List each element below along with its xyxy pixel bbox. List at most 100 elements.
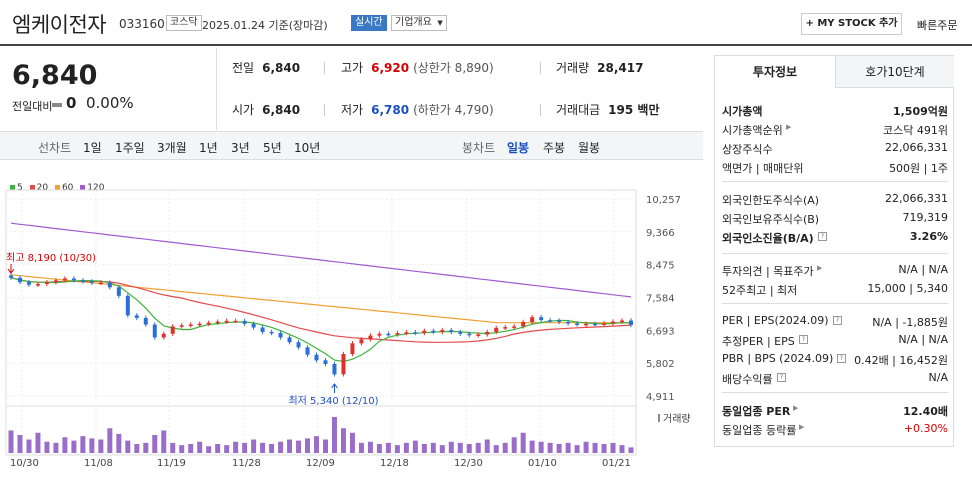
info-row-label: 추정PER | EPS <box>722 335 795 348</box>
candle-body <box>440 330 445 332</box>
candle-body <box>341 354 346 375</box>
volume-bar <box>574 445 580 453</box>
period-daily[interactable]: 일봉 <box>507 141 530 155</box>
info-row-value: N/A | N/A <box>898 333 948 346</box>
candle-body <box>404 332 409 334</box>
info-row-value: 719,319 <box>902 211 949 224</box>
divider <box>540 104 541 116</box>
volume-bar <box>475 442 481 453</box>
period-3y[interactable]: 3년 <box>231 141 250 155</box>
candle-body <box>80 280 85 282</box>
candle-body <box>476 334 481 336</box>
candle-body <box>188 324 193 327</box>
volume-bar <box>367 441 373 453</box>
volume-bar <box>53 442 59 453</box>
x-tick-label: 01/10 <box>528 458 557 469</box>
candle-body <box>89 281 94 283</box>
info-row-label: 외국인한도주식수(A) <box>722 194 820 207</box>
candle-body <box>251 323 256 328</box>
volume-bar <box>269 444 275 453</box>
upper-limit: (상한가 8,890) <box>413 61 494 75</box>
candle-body <box>161 333 166 338</box>
tab-investment-info[interactable]: 투자정보 <box>715 56 835 88</box>
volume-label: 거래량 <box>556 61 590 75</box>
high-label: 고가 <box>341 61 364 75</box>
volume-bar <box>547 442 553 453</box>
low-value: 6,780 <box>371 103 410 117</box>
arrow-down-icon <box>7 264 15 274</box>
period-weekly[interactable]: 주봉 <box>543 141 566 155</box>
price-chart[interactable]: 10,257 9,366 8,475 7,584 6,693 5,802 4,911 10/3… <box>0 178 703 481</box>
current-price: 6,840 <box>12 60 98 91</box>
ma5-label: 5 <box>17 183 23 193</box>
help-icon[interactable]: ? <box>818 232 827 241</box>
info-row-value: 코스닥 491위 <box>883 124 948 137</box>
info-row-value: 3.26% <box>909 230 948 243</box>
period-3m[interactable]: 3개월 <box>157 141 187 155</box>
open-value: 6,840 <box>262 103 301 117</box>
volume-bar <box>601 444 607 453</box>
candle-body <box>134 315 139 318</box>
candle-body <box>305 347 310 355</box>
candle-body <box>431 330 436 333</box>
info-row: 액면가 | 매매단위 500원 | 1주 <box>722 158 948 176</box>
help-icon[interactable]: ? <box>777 373 786 382</box>
divider <box>722 303 948 304</box>
candle-body <box>377 333 382 336</box>
arrow-up-icon <box>331 383 338 393</box>
help-icon[interactable]: ? <box>837 354 846 363</box>
candle-body <box>503 327 508 329</box>
info-row: 투자의견 | 목표주가 ▶ N/A | N/A <box>722 261 948 279</box>
volume-bar <box>17 435 23 453</box>
candle-body <box>125 295 130 316</box>
volume-bar <box>556 444 562 453</box>
period-1w[interactable]: 1주일 <box>115 141 145 155</box>
candle-body <box>224 320 229 323</box>
info-row-label: 배당수익률 <box>722 373 773 386</box>
y-tick-label: 9,366 <box>646 228 675 239</box>
divider <box>324 104 325 116</box>
volume-bar <box>251 439 257 453</box>
info-row-label[interactable]: 동일업종 PER <box>722 405 791 418</box>
period-1d[interactable]: 1일 <box>83 141 102 155</box>
realtime-button[interactable]: 실시간 <box>351 15 387 31</box>
info-row-label[interactable]: 시가총액순위 <box>722 124 783 137</box>
info-row-label: 외국인소진율(B/A) <box>722 232 814 245</box>
company-info-label: 기업개요 <box>395 17 432 28</box>
volume-bar <box>502 442 508 453</box>
candle-body <box>350 343 355 355</box>
company-info-dropdown[interactable]: 기업개요 ▼ <box>391 15 447 31</box>
chart-frame <box>5 189 637 456</box>
high-value: 6,920 <box>371 61 410 75</box>
volume-bar <box>619 445 625 453</box>
quick-order-link[interactable]: 빠른주문 <box>917 19 958 32</box>
change-percent: 0.00% <box>86 94 134 112</box>
volume-bar <box>44 441 50 453</box>
info-row-label[interactable]: 동일업종 등락률 <box>722 424 797 437</box>
my-stock-add-button[interactable]: + MY STOCK 추가 <box>801 13 902 35</box>
chevron-right-icon: ▶ <box>786 123 792 131</box>
help-icon[interactable]: ? <box>833 316 842 325</box>
candle-body <box>143 317 148 325</box>
volume-bar <box>215 444 221 453</box>
help-icon[interactable]: ? <box>799 335 808 344</box>
divider <box>722 392 948 393</box>
period-monthly[interactable]: 월봉 <box>578 141 601 155</box>
candle-body <box>242 320 247 324</box>
tab-orderbook[interactable]: 호가10단계 <box>835 56 954 88</box>
period-5y[interactable]: 5년 <box>263 141 282 155</box>
candle-body <box>215 321 220 324</box>
info-row-value: N/A | -1,885원 <box>872 316 948 329</box>
x-tick-label: 01/21 <box>602 458 631 469</box>
chevron-right-icon: ▶ <box>793 404 799 412</box>
volume-bar <box>179 445 185 453</box>
info-row-label[interactable]: 투자의견 | 목표주가 <box>722 265 814 278</box>
period-10y[interactable]: 10년 <box>294 141 321 155</box>
period-1y[interactable]: 1년 <box>199 141 218 155</box>
info-row: PBR | BPS (2024.09)? 0.42배 | 16,452원 <box>722 350 948 368</box>
candle-body <box>467 333 472 336</box>
volume-bar <box>8 430 14 453</box>
info-row-label: 52주최고 | 최저 <box>722 284 798 297</box>
volume-bar <box>305 438 311 453</box>
candle-body <box>575 323 580 325</box>
